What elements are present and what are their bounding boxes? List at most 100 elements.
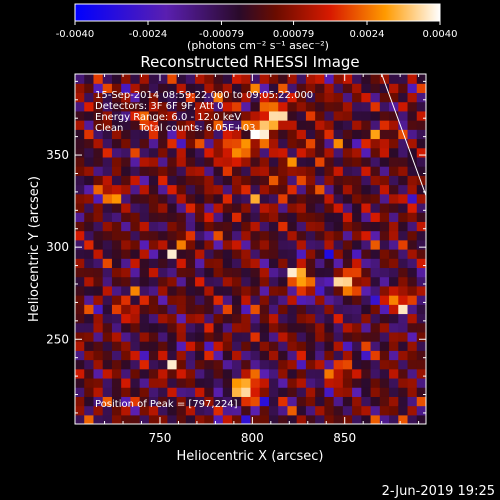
heatmap-cell (352, 92, 362, 103)
heatmap-cell (305, 129, 316, 140)
heatmap-cell (250, 166, 261, 176)
heatmap-cell (148, 129, 159, 140)
heatmap-cell (185, 285, 196, 296)
heatmap-cell (324, 267, 335, 278)
heatmap-cell (416, 396, 426, 407)
x-tick-label: 850 (333, 431, 356, 445)
heatmap-cell (370, 230, 381, 241)
heatmap-cell (93, 92, 104, 103)
heatmap-cell (222, 249, 233, 259)
heatmap-cell (139, 239, 150, 250)
heatmap-cell (93, 387, 104, 397)
heatmap-cell (167, 350, 178, 361)
heatmap-cell (407, 396, 418, 407)
heatmap-cell (389, 322, 399, 333)
heatmap-cell (84, 110, 95, 121)
heatmap-cell (241, 359, 252, 370)
heatmap-cell (305, 276, 316, 287)
heatmap-cell (287, 276, 298, 287)
heatmap-cell (130, 166, 141, 176)
heatmap-cell (241, 239, 252, 250)
detectors-annotation: Detectors: 3F 6F 9F, Att 0 (95, 101, 223, 112)
heatmap-cell (278, 304, 289, 315)
heatmap-cell (389, 230, 399, 241)
y-tick-label: 300 (46, 240, 69, 254)
heatmap-cell (93, 359, 104, 370)
heatmap-cell (213, 129, 224, 140)
heatmap-cell (158, 387, 168, 397)
heatmap-cell (195, 239, 205, 250)
heatmap-cell (121, 74, 132, 84)
heatmap-cell (148, 212, 159, 222)
heatmap-cell (287, 92, 298, 103)
heatmap-cell (176, 368, 187, 379)
heatmap-cell (102, 295, 113, 305)
heatmap-cell (259, 405, 270, 416)
heatmap-cell (287, 221, 298, 232)
heatmap-cell (84, 304, 95, 315)
heatmap-cell (342, 101, 353, 112)
heatmap-cell (398, 156, 409, 167)
heatmap-cell (342, 156, 353, 167)
heatmap-cell (278, 322, 289, 333)
heatmap-cell (204, 258, 215, 269)
heatmap-cell (416, 387, 426, 397)
heatmap-cell (370, 285, 381, 296)
heatmap-cell (75, 258, 85, 269)
heatmap-cell (250, 83, 261, 94)
heatmap-cell (204, 295, 215, 305)
heatmap-cell (416, 138, 426, 149)
heatmap-cell (139, 202, 150, 213)
heatmap-cell (121, 212, 132, 222)
heatmap-cell (195, 202, 205, 213)
heatmap-cell (259, 387, 270, 397)
heatmap-cell (305, 322, 316, 333)
heatmap-cell (204, 414, 215, 424)
heatmap-cell (185, 249, 196, 259)
heatmap-cell (148, 175, 159, 186)
heatmap-cell (305, 414, 316, 424)
heatmap-cell (278, 230, 289, 241)
heatmap-cell (379, 405, 390, 416)
heatmap-cell (407, 230, 418, 241)
heatmap-cell (296, 414, 307, 424)
heatmap-cell (158, 285, 168, 296)
heatmap-cell (324, 377, 335, 388)
heatmap-cell (352, 175, 362, 186)
heatmap-cell (287, 304, 298, 315)
heatmap-cell (324, 202, 335, 213)
heatmap-cell (296, 249, 307, 259)
heatmap-cell (278, 377, 289, 388)
heatmap-cell (352, 313, 362, 324)
heatmap-cell (398, 166, 409, 176)
heatmap-cell (324, 249, 335, 259)
heatmap-cell (167, 175, 178, 186)
heatmap-cell (361, 350, 372, 361)
heatmap-cell (352, 156, 362, 167)
heatmap-cell (416, 175, 426, 186)
heatmap-cell (315, 101, 325, 112)
heatmap-cell (370, 110, 381, 121)
heatmap-cell (232, 322, 242, 333)
heatmap-cell (333, 295, 344, 305)
heatmap-cell (361, 202, 372, 213)
heatmap-cell (176, 147, 187, 158)
heatmap-cell (407, 166, 418, 176)
heatmap-cell (250, 276, 261, 287)
heatmap-cell (139, 258, 150, 269)
heatmap-cell (75, 212, 85, 222)
heatmap-cell (158, 184, 168, 195)
heatmap-cell (407, 138, 418, 149)
heatmap-cell (158, 129, 168, 140)
heatmap-cell (222, 110, 233, 121)
heatmap-cell (195, 377, 205, 388)
heatmap-cell (241, 202, 252, 213)
heatmap-cell (93, 341, 104, 351)
heatmap-cell (287, 110, 298, 121)
heatmap-cell (111, 341, 122, 351)
heatmap-cell (139, 129, 150, 140)
heatmap-cell (407, 120, 418, 130)
heatmap-cell (379, 221, 390, 232)
heatmap-cell (389, 258, 399, 269)
